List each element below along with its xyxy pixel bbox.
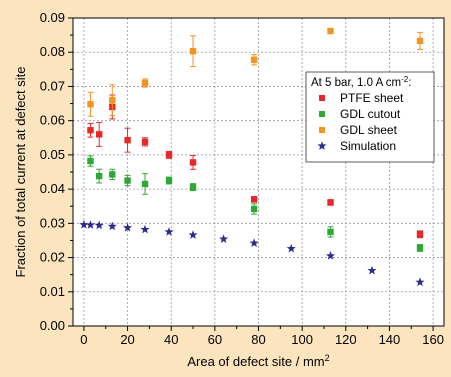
data-point — [87, 101, 94, 108]
data-point — [249, 238, 259, 248]
x-tick-label: 0 — [80, 332, 87, 347]
legend-marker — [319, 127, 325, 133]
axes: 0 20 40 60 80 100 120 140 160 0.00 0.01 0.02 0.03 0.0… — [40, 10, 445, 347]
data-point — [79, 219, 89, 229]
legend-title-suffix: : — [408, 77, 411, 89]
series-3 — [79, 219, 425, 287]
data-point — [164, 227, 174, 236]
y-tick-label: 0.03 — [40, 215, 65, 230]
data-point — [141, 138, 149, 146]
data-point — [327, 228, 334, 236]
data-point — [87, 157, 94, 165]
x-tick-label: 160 — [422, 332, 444, 347]
data-point — [107, 221, 117, 231]
x-tick-label: 100 — [291, 332, 313, 347]
x-tick-label: 60 — [208, 332, 222, 347]
legend-marker — [319, 111, 325, 117]
legend-marker — [317, 141, 327, 150]
data-point — [109, 96, 116, 104]
data-point — [327, 199, 334, 206]
x-axis-label-text: Area of defect site / mm — [187, 354, 324, 369]
data-point — [327, 27, 334, 35]
data-point — [141, 79, 149, 87]
data-point — [87, 127, 94, 134]
x-tick-label: 80 — [251, 332, 265, 347]
data-point — [95, 172, 103, 180]
data-point — [95, 131, 103, 138]
data-point — [124, 177, 131, 184]
y-tick-label: 0.02 — [40, 250, 65, 265]
series-0 — [87, 94, 424, 239]
legend-title: At 5 bar, 1.0 A cm-2: — [311, 75, 411, 90]
series — [79, 27, 425, 287]
legend-title-text: At 5 bar, 1.0 A cm — [311, 77, 401, 89]
data-point — [122, 222, 133, 232]
data-point — [124, 136, 131, 144]
y-tick-label: 0.09 — [40, 10, 65, 25]
data-point — [189, 183, 197, 191]
data-point — [109, 171, 116, 178]
data-point — [189, 47, 197, 55]
x-tick-label: 140 — [379, 332, 401, 347]
legend-label: PTFE sheet — [340, 91, 404, 105]
data-point — [219, 234, 229, 243]
legend-title-superscript: -2 — [401, 75, 409, 84]
data-point — [165, 151, 173, 159]
data-point — [325, 251, 336, 260]
data-point — [250, 196, 258, 203]
data-point — [140, 224, 150, 234]
legend-marker — [319, 95, 325, 101]
data-point — [250, 56, 258, 63]
data-point — [286, 243, 296, 253]
y-tick-label: 0.05 — [40, 147, 65, 162]
x-axis-label-superscript: 2 — [325, 353, 330, 363]
y-tick-label: 0.00 — [40, 318, 65, 333]
data-point — [189, 159, 197, 166]
legend-label: GDL cutout — [340, 107, 401, 121]
y-tick-label: 0.06 — [40, 113, 65, 128]
x-tick-label: 20 — [120, 332, 134, 347]
x-tick-label: 40 — [164, 332, 178, 347]
data-point — [250, 205, 258, 213]
legend-label: Simulation — [340, 139, 396, 153]
y-tick-label: 0.01 — [40, 284, 65, 299]
data-point — [416, 231, 424, 238]
series-1 — [87, 155, 424, 252]
data-point — [141, 180, 149, 188]
data-point — [94, 220, 104, 230]
y-tick-label: 0.07 — [40, 78, 65, 93]
y-tick-label: 0.04 — [40, 181, 65, 196]
legend-label: GDL sheet — [340, 123, 398, 137]
series-2 — [87, 27, 424, 117]
data-point — [367, 265, 377, 275]
legend-box — [305, 71, 435, 163]
data-point — [188, 230, 198, 239]
y-tick-label: 0.08 — [40, 44, 65, 59]
data-point — [416, 37, 424, 45]
x-tick-label: 120 — [335, 332, 357, 347]
y-axis-label: Fraction of total current at defect site — [13, 67, 28, 278]
data-point — [416, 244, 424, 252]
x-axis-label: Area of defect site / mm2 — [187, 353, 329, 369]
data-point — [415, 277, 425, 287]
data-point — [85, 220, 96, 229]
data-point — [165, 177, 173, 184]
